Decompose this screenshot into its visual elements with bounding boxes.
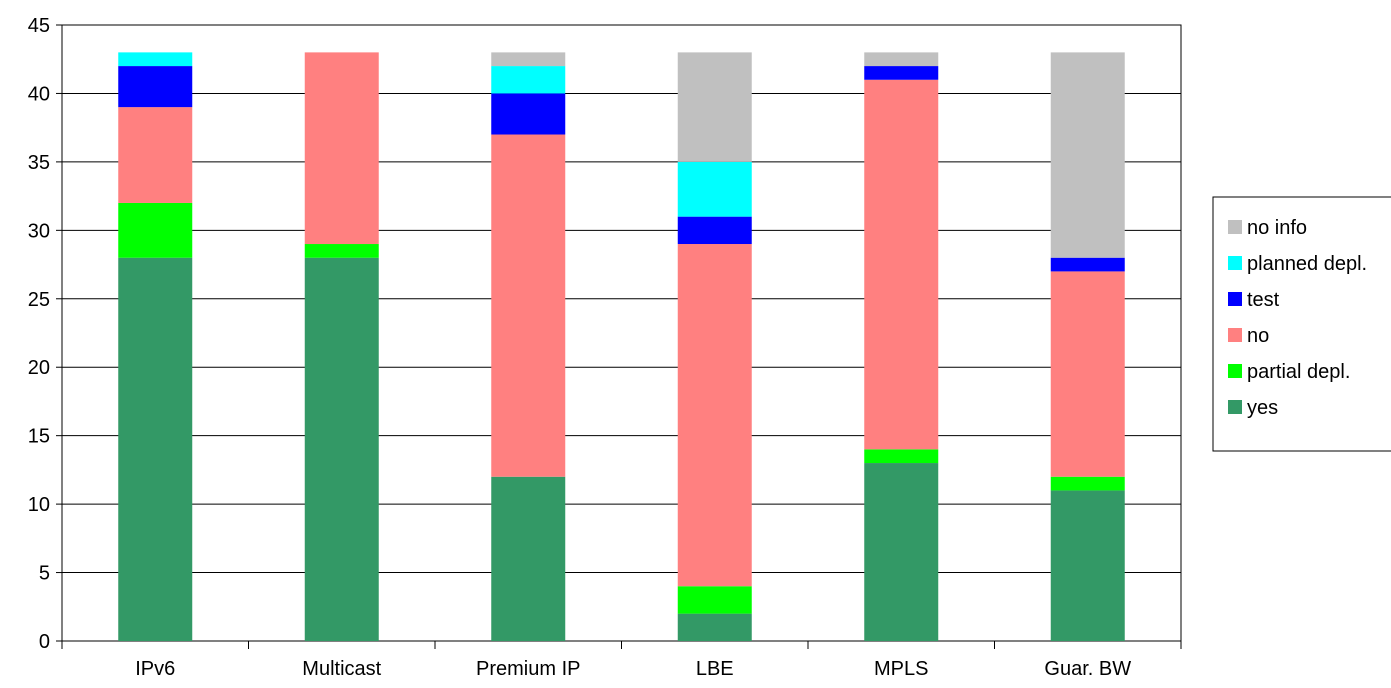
bar-segment-yes (304, 257, 379, 641)
bar-segment-partial-depl- (864, 449, 939, 464)
legend-label: no info (1247, 217, 1307, 239)
x-tick-label: Premium IP (476, 658, 580, 680)
bar-segment-partial-depl- (677, 586, 752, 614)
bar-segment-yes (118, 257, 193, 641)
y-tick-label: 15 (28, 426, 50, 448)
legend-swatch (1228, 256, 1242, 270)
y-tick-label: 25 (28, 289, 50, 311)
y-tick-label: 30 (28, 220, 50, 242)
bar-segment-no (1050, 271, 1125, 477)
bar-segment-test (1050, 257, 1125, 272)
legend: no info planned depl. test no partial depl. y… (1212, 196, 1391, 452)
bar-segment-test (118, 66, 193, 108)
x-tick-label: Guar. BW (1044, 658, 1131, 680)
bar-segment-yes (677, 613, 752, 641)
x-tick-label: Multicast (302, 658, 381, 680)
y-tick-label: 35 (28, 152, 50, 174)
y-tick-label: 20 (28, 357, 50, 379)
legend-label: planned depl. (1247, 253, 1367, 275)
bar-segment-no (864, 79, 939, 450)
bar-segment-partial-depl- (304, 244, 379, 258)
bar-segment-test (864, 66, 939, 80)
y-tick-label: 40 (28, 83, 50, 105)
x-tick-label: IPv6 (135, 658, 175, 680)
bar-segment-no (491, 134, 566, 477)
bar-segment-no-info (677, 52, 752, 162)
bar-segment-planned-depl- (491, 66, 566, 94)
bar-segment-partial-depl- (118, 202, 193, 258)
legend-swatch (1228, 292, 1242, 306)
y-tick-label: 5 (39, 563, 50, 585)
bar-segment-planned-depl- (677, 161, 752, 217)
bar-segment-yes (1050, 490, 1125, 641)
legend-swatch (1228, 220, 1242, 234)
bar-segment-test (677, 216, 752, 245)
y-tick-label: 10 (28, 494, 50, 516)
bar-segment-no-info (491, 52, 566, 67)
plot-area: 0 5 10 15 20 25 30 35 40 45 IPv6 Multicast Premium I… (28, 15, 1182, 680)
y-tick-label: 45 (28, 15, 50, 37)
bar-segment-yes (864, 463, 939, 641)
bar-segment-no (677, 244, 752, 587)
legend-swatch (1228, 364, 1242, 378)
legend-swatch (1228, 328, 1242, 342)
x-tick-label: LBE (696, 658, 734, 680)
bar-segment-partial-depl- (1050, 476, 1125, 491)
bar-segment-test (491, 93, 566, 135)
legend-swatch (1228, 400, 1242, 414)
bar-segment-planned-depl- (118, 52, 193, 67)
legend-label: no (1247, 325, 1269, 347)
legend-box (1212, 196, 1391, 452)
bar-segment-no-info (1050, 52, 1125, 258)
x-tick-label: MPLS (874, 658, 928, 680)
legend-label: test (1247, 289, 1280, 311)
bar-segment-no (304, 52, 379, 245)
bar-segment-no (118, 107, 193, 203)
bar-segment-yes (491, 476, 566, 641)
legend-label: yes (1247, 397, 1278, 419)
plot-frame (61, 24, 1182, 642)
y-tick-label: 0 (39, 631, 50, 653)
bar-segment-no-info (864, 52, 939, 67)
legend-label: partial depl. (1247, 361, 1350, 383)
